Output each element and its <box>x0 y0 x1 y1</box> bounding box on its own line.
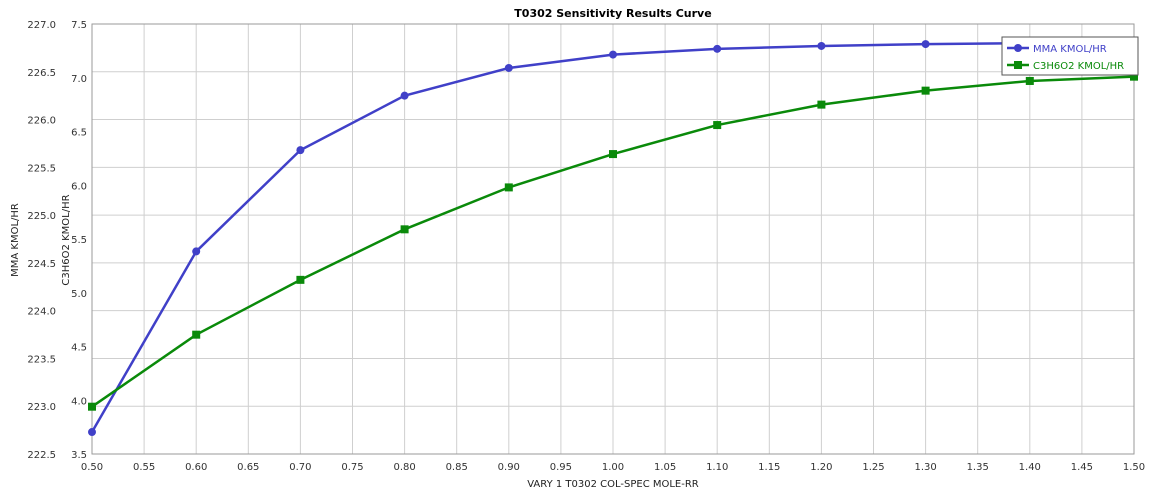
data-point-marker <box>609 150 617 159</box>
y-tick-label-mma: 224.5 <box>27 259 56 270</box>
x-tick-label: 0.55 <box>133 462 155 473</box>
x-tick-label: 1.45 <box>1071 462 1093 473</box>
legend-marker <box>1014 61 1022 69</box>
legend-marker <box>1014 44 1022 52</box>
y-tick-label-mma: 223.5 <box>27 354 56 365</box>
chart-title: T0302 Sensitivity Results Curve <box>514 7 711 20</box>
data-point-marker <box>504 63 513 72</box>
y-tick-label-mma: 223.0 <box>27 402 56 413</box>
x-tick-label: 0.90 <box>498 462 520 473</box>
y-tick-label-c3h6o2: 7.5 <box>71 20 87 31</box>
data-point-marker <box>296 275 305 284</box>
y-tick-label-mma: 226.0 <box>27 116 56 127</box>
x-tick-label: 1.00 <box>602 462 624 473</box>
y-tick-label-c3h6o2: 3.5 <box>71 450 87 461</box>
y-tick-label-c3h6o2: 5.5 <box>71 235 87 246</box>
data-point-marker <box>400 225 409 234</box>
y-tick-label-mma: 224.0 <box>27 307 56 318</box>
data-point-marker <box>400 91 409 100</box>
x-tick-label: 0.85 <box>446 462 468 473</box>
legend-label: MMA KMOL/HR <box>1033 44 1107 55</box>
x-axis-label: VARY 1 T0302 COL-SPEC MOLE-RR <box>527 479 699 490</box>
y-tick-label-mma: 222.5 <box>27 450 56 461</box>
legend-box <box>1001 36 1139 76</box>
x-tick-label: 1.05 <box>654 462 676 473</box>
data-point-marker <box>921 40 930 49</box>
y-tick-label-c3h6o2: 6.0 <box>71 181 87 192</box>
y-tick-label-c3h6o2: 7.0 <box>71 74 87 85</box>
x-tick-label: 1.20 <box>810 462 832 473</box>
y-tick-label-mma: 226.5 <box>27 68 56 79</box>
x-tick-label: 0.95 <box>550 462 572 473</box>
plot-area-border <box>91 23 1135 455</box>
y-tick-label-mma: 227.0 <box>27 20 56 31</box>
data-point-marker <box>504 183 513 192</box>
data-point-marker <box>1025 76 1034 85</box>
data-point-marker <box>817 100 826 109</box>
data-point-marker <box>921 86 930 95</box>
y-tick-label-mma: 225.0 <box>27 211 56 222</box>
series-layer <box>88 38 1138 437</box>
y-tick-label-mma: 225.5 <box>27 163 56 174</box>
data-point-marker <box>1130 72 1138 81</box>
x-tick-label: 1.50 <box>1123 462 1145 473</box>
x-tick-label: 0.65 <box>237 462 259 473</box>
data-point-marker <box>88 428 96 437</box>
data-point-marker <box>88 402 96 411</box>
y-tick-label-c3h6o2: 4.0 <box>71 396 87 407</box>
x-tick-label: 1.15 <box>758 462 780 473</box>
x-tick-label: 1.40 <box>1019 462 1041 473</box>
x-tick-label: 1.10 <box>706 462 728 473</box>
legend: MMA KMOL/HR C3H6O2 KMOL/HR <box>1001 36 1139 76</box>
tick-labels: 0.50 0.55 0.60 0.65 0.70 0.75 0.80 0.85 0.90 0.95… <box>27 20 1145 473</box>
x-tick-label: 0.60 <box>185 462 207 473</box>
y-tick-label-c3h6o2: 6.5 <box>71 128 87 139</box>
data-point-marker <box>817 41 826 50</box>
data-point-marker <box>713 121 722 130</box>
y-axis-label-mma: MMA KMOL/HR <box>10 203 21 277</box>
data-point-marker <box>713 44 722 53</box>
series-c3h6o2 <box>88 72 1138 411</box>
data-point-marker <box>192 247 201 256</box>
x-tick-label: 0.75 <box>341 462 363 473</box>
x-tick-label: 0.70 <box>289 462 311 473</box>
data-point-marker <box>296 146 305 155</box>
x-tick-label: 0.80 <box>393 462 415 473</box>
y-tick-label-c3h6o2: 4.5 <box>71 343 87 354</box>
grid-lines <box>91 23 1135 455</box>
x-tick-label: 0.50 <box>81 462 103 473</box>
x-tick-label: 1.35 <box>967 462 989 473</box>
data-point-marker <box>609 50 617 59</box>
y-axis-label-c3h6o2: C3H6O2 KMOL/HR <box>61 194 72 285</box>
x-tick-label: 1.25 <box>862 462 884 473</box>
y-tick-label-c3h6o2: 5.0 <box>71 289 87 300</box>
data-point-marker <box>192 330 201 339</box>
legend-label: C3H6O2 KMOL/HR <box>1033 61 1124 72</box>
x-tick-label: 1.30 <box>914 462 936 473</box>
